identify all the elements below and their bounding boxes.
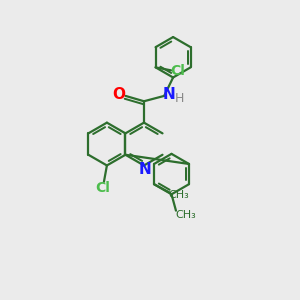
- Text: N: N: [163, 87, 175, 102]
- Text: Cl: Cl: [95, 181, 110, 195]
- Text: O: O: [112, 87, 125, 102]
- Text: Cl: Cl: [170, 64, 185, 78]
- Text: CH₃: CH₃: [175, 210, 196, 220]
- Text: N: N: [138, 162, 151, 177]
- Text: CH₃: CH₃: [169, 190, 189, 200]
- Text: H: H: [174, 92, 184, 105]
